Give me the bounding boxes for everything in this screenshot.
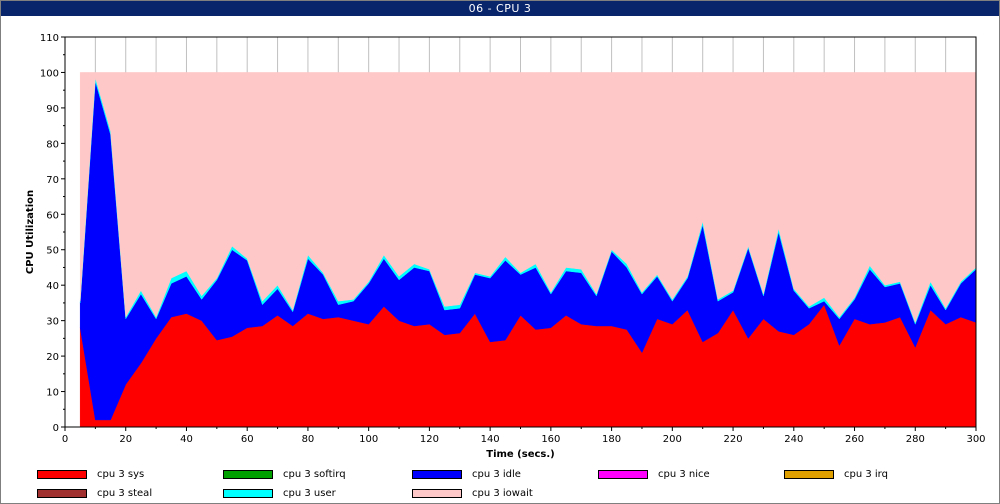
x-tick-label: 100 — [359, 434, 378, 445]
y-tick-label: 40 — [46, 281, 59, 292]
legend-label: cpu 3 iowait — [472, 487, 533, 499]
legend-item: cpu 3 softirq — [223, 467, 346, 481]
x-tick-label: 180 — [602, 434, 621, 445]
legend-label: cpu 3 nice — [658, 468, 710, 480]
x-tick-label: 260 — [845, 434, 864, 445]
y-tick-label: 80 — [46, 139, 59, 150]
x-tick-label: 120 — [420, 434, 439, 445]
x-tick-label: 80 — [302, 434, 315, 445]
x-tick-label: 0 — [62, 434, 68, 445]
window-title: 06 - CPU 3 — [1, 1, 999, 16]
legend-item: cpu 3 sys — [37, 467, 144, 481]
legend-item: cpu 3 idle — [412, 467, 521, 481]
cpu-utilization-chart: 0 10 20 30 40 50 60 70 80 90 100 110 0 20 40 60 80 100 120… — [25, 33, 986, 460]
x-tick-label: 220 — [724, 434, 743, 445]
legend-item: cpu 3 irq — [784, 467, 888, 481]
legend-item: cpu 3 iowait — [412, 486, 533, 500]
x-tick-label: 40 — [180, 434, 193, 445]
legend-swatch — [223, 469, 273, 479]
x-tick-label: 300 — [966, 434, 985, 445]
legend-item: cpu 3 user — [223, 486, 336, 500]
legend-swatch — [412, 469, 462, 479]
legend-item: cpu 3 nice — [598, 467, 710, 481]
legend-label: cpu 3 steal — [97, 487, 153, 499]
y-tick-label: 100 — [40, 68, 59, 79]
y-tick-label: 60 — [46, 210, 59, 221]
y-tick-label: 10 — [46, 388, 59, 399]
legend-label: cpu 3 sys — [97, 468, 145, 480]
legend-swatch — [412, 488, 462, 498]
legend-item: cpu 3 steal — [37, 486, 152, 500]
y-tick-label: 70 — [46, 175, 59, 186]
legend-label: cpu 3 irq — [844, 468, 888, 480]
legend-swatch — [223, 488, 273, 498]
y-tick-label: 30 — [46, 317, 59, 328]
x-tick-label: 240 — [784, 434, 803, 445]
chart-legend: cpu 3 sys cpu 3 softirq cpu 3 idle cpu 3 ni… — [37, 467, 997, 501]
x-tick-label: 280 — [906, 434, 925, 445]
legend-label: cpu 3 user — [283, 487, 336, 499]
x-tick-label: 60 — [241, 434, 254, 445]
legend-swatch — [598, 469, 648, 479]
y-tick-label: 90 — [46, 104, 59, 115]
legend-swatch — [784, 469, 834, 479]
legend-swatch — [37, 469, 87, 479]
x-tick-label: 20 — [119, 434, 132, 445]
x-tick-label: 200 — [663, 434, 682, 445]
x-tick-label: 160 — [541, 434, 560, 445]
y-tick-label: 0 — [53, 423, 59, 434]
legend-label: cpu 3 softirq — [283, 468, 346, 480]
legend-swatch — [37, 488, 87, 498]
x-axis-label: Time (secs.) — [486, 449, 555, 460]
y-tick-label: 110 — [40, 33, 59, 44]
legend-label: cpu 3 idle — [472, 468, 521, 480]
x-tick-label: 140 — [481, 434, 500, 445]
y-tick-label: 20 — [46, 352, 59, 363]
y-tick-label: 50 — [46, 246, 59, 257]
y-axis-label: CPU Utilization — [25, 190, 36, 274]
